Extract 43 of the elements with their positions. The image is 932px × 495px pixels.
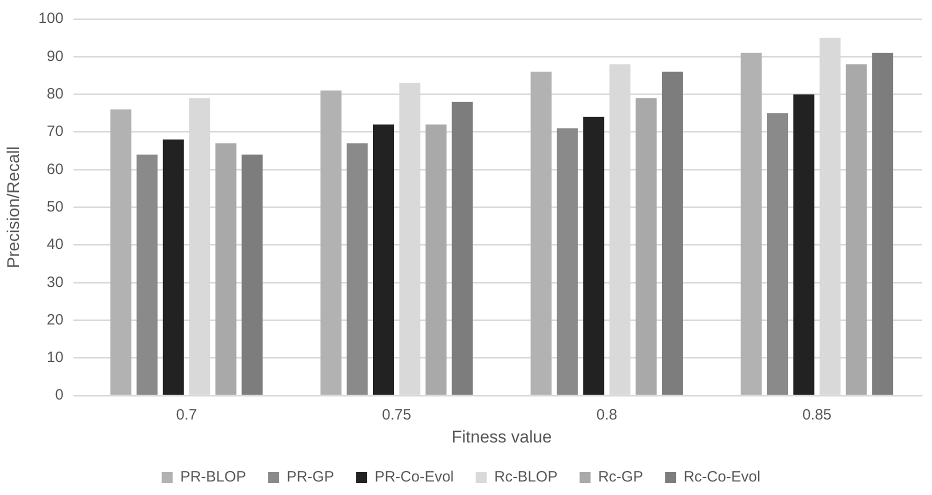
legend-label: PR-Co-Evol	[374, 468, 454, 486]
bar	[872, 52, 894, 395]
bar	[162, 140, 184, 395]
bar	[583, 116, 604, 395]
bar	[846, 64, 867, 395]
y-tick-label: 50	[46, 198, 64, 216]
legend-label: Rc-Co-Evol	[684, 468, 760, 486]
legend-label: Rc-BLOP	[494, 468, 558, 486]
y-tick-label: 60	[46, 160, 64, 178]
bar	[636, 98, 657, 395]
x-tick-label: 0.7	[176, 406, 197, 424]
y-tick-label: 70	[46, 123, 64, 140]
x-tick-label: 0.85	[802, 406, 832, 424]
bar	[556, 128, 578, 395]
legend-label: PR-BLOP	[180, 468, 246, 486]
bar	[373, 124, 394, 395]
y-tick-label: 20	[46, 311, 64, 328]
bar	[346, 143, 368, 395]
y-tick-label: 10	[46, 349, 64, 366]
bar	[452, 102, 473, 395]
bar	[426, 124, 447, 395]
y-tick-label: 100	[38, 10, 64, 28]
legend-label: Rc-GP	[598, 468, 644, 486]
bar	[767, 113, 788, 395]
bar	[320, 90, 342, 395]
bar	[740, 52, 762, 395]
legend-label: PR-GP	[286, 468, 334, 486]
bar	[215, 143, 236, 395]
bar	[530, 72, 552, 395]
bar	[136, 154, 158, 395]
y-tick-label: 80	[46, 85, 64, 102]
bar	[662, 72, 683, 395]
y-tick-label: 90	[46, 48, 64, 65]
y-tick-label: 0	[55, 386, 64, 404]
x-tick-label: 0.75	[382, 406, 412, 424]
x-tick-label: 0.8	[596, 406, 618, 424]
bar	[242, 154, 263, 395]
y-tick-label: 30	[46, 274, 64, 291]
bar	[793, 94, 814, 395]
x-axis-title: Fitness value	[452, 427, 552, 446]
y-axis-title: Precision/Recall	[4, 146, 23, 268]
y-tick-label: 40	[46, 236, 64, 254]
bar	[110, 109, 132, 395]
